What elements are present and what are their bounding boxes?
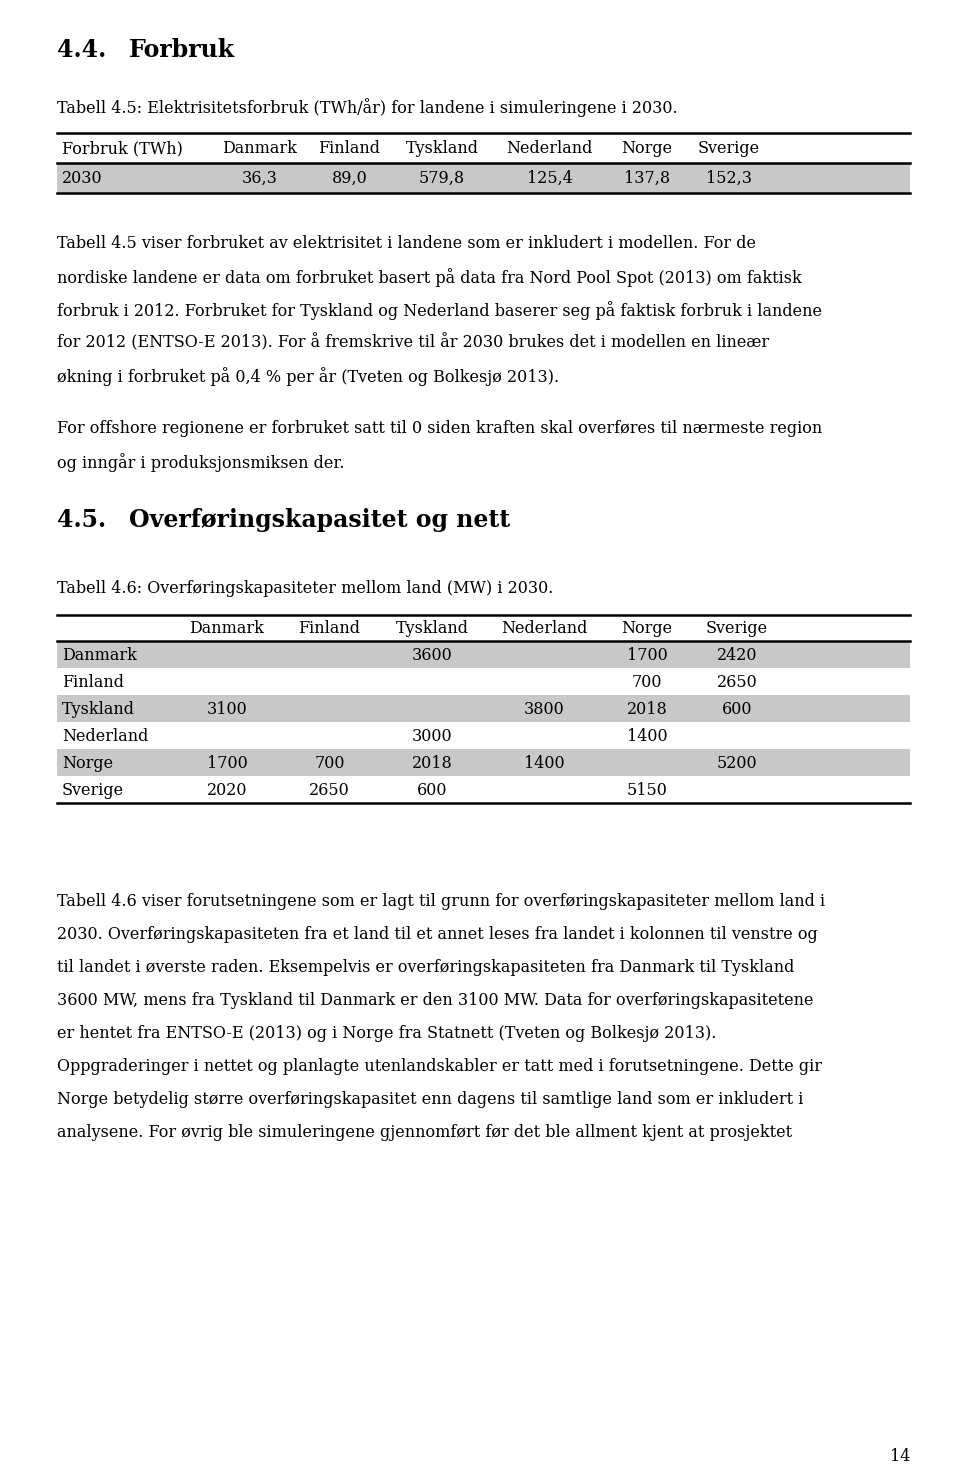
Bar xyxy=(57,668,910,696)
Text: For offshore regionene er forbruket satt til 0 siden kraften skal overføres til : For offshore regionene er forbruket satt… xyxy=(57,420,823,436)
Text: 2650: 2650 xyxy=(309,783,349,799)
Text: 3600: 3600 xyxy=(412,647,452,663)
Text: 137,8: 137,8 xyxy=(624,170,670,187)
Text: Nederland: Nederland xyxy=(506,140,592,158)
Text: 2018: 2018 xyxy=(412,755,452,772)
Text: Tabell 4.5 viser forbruket av elektrisitet i landene som er inkludert i modellen: Tabell 4.5 viser forbruket av elektrisit… xyxy=(57,234,756,252)
Text: Norge: Norge xyxy=(62,755,113,772)
Text: 125,4: 125,4 xyxy=(527,170,572,187)
Text: for 2012 (ENTSO-E 2013). For å fremskrive til år 2030 brukes det i modellen en l: for 2012 (ENTSO-E 2013). For å fremskriv… xyxy=(57,335,769,351)
Text: Oppgraderinger i nettet og planlagte utenlandskabler er tatt med i forutsetninge: Oppgraderinger i nettet og planlagte ute… xyxy=(57,1058,822,1075)
Text: Tabell 4.5: Elektrisitetsforbruk (TWh/år) for landene i simuleringene i 2030.: Tabell 4.5: Elektrisitetsforbruk (TWh/år… xyxy=(57,97,678,116)
Text: og inngår i produksjonsmiksen der.: og inngår i produksjonsmiksen der. xyxy=(57,453,345,472)
Text: 36,3: 36,3 xyxy=(242,170,277,187)
Text: er hentet fra ENTSO-E (2013) og i Norge fra Statnett (Tveten og Bolkesjø 2013).: er hentet fra ENTSO-E (2013) og i Norge … xyxy=(57,1024,716,1042)
Text: Norge betydelig større overføringskapasitet enn dagens til samtlige land som er : Norge betydelig større overføringskapasi… xyxy=(57,1091,804,1108)
Bar xyxy=(57,641,910,668)
Text: 89,0: 89,0 xyxy=(331,170,368,187)
Text: 2030: 2030 xyxy=(62,170,103,187)
Text: 1400: 1400 xyxy=(627,728,667,744)
Bar xyxy=(57,722,910,749)
Text: 1700: 1700 xyxy=(627,647,667,663)
Text: 600: 600 xyxy=(722,702,753,718)
Text: Tyskland: Tyskland xyxy=(396,621,468,637)
Text: Overføringskapasitet og nett: Overføringskapasitet og nett xyxy=(129,509,510,532)
Bar xyxy=(57,696,910,722)
Text: Forbruk (TWh): Forbruk (TWh) xyxy=(62,140,182,158)
Text: Nederland: Nederland xyxy=(62,728,149,744)
Text: 2420: 2420 xyxy=(717,647,757,663)
Text: 2018: 2018 xyxy=(627,702,667,718)
Text: Norge: Norge xyxy=(621,140,673,158)
Text: 5150: 5150 xyxy=(627,783,667,799)
Text: Forbruk: Forbruk xyxy=(129,38,235,62)
Text: Tyskland: Tyskland xyxy=(62,702,135,718)
Text: 700: 700 xyxy=(632,674,662,691)
Text: 4.5.: 4.5. xyxy=(57,509,107,532)
Text: 600: 600 xyxy=(417,783,447,799)
Text: analysene. For øvrig ble simuleringene gjennomført før det ble allment kjent at : analysene. For øvrig ble simuleringene g… xyxy=(57,1125,792,1141)
Text: forbruk i 2012. Forbruket for Tyskland og Nederland baserer seg på faktisk forbr: forbruk i 2012. Forbruket for Tyskland o… xyxy=(57,301,822,320)
Text: 2020: 2020 xyxy=(206,783,248,799)
Text: Norge: Norge xyxy=(621,621,673,637)
Text: 579,8: 579,8 xyxy=(419,170,465,187)
Text: 1700: 1700 xyxy=(206,755,248,772)
Text: 14: 14 xyxy=(890,1447,910,1465)
Bar xyxy=(57,775,910,803)
Text: Tabell 4.6 viser forutsetningene som er lagt til grunn for overføringskapasitete: Tabell 4.6 viser forutsetningene som er … xyxy=(57,893,826,909)
Text: 700: 700 xyxy=(314,755,345,772)
Bar xyxy=(57,749,910,775)
Text: Sverige: Sverige xyxy=(706,621,768,637)
Text: 3600 MW, mens fra Tyskland til Danmark er den 3100 MW. Data for overføringskapas: 3600 MW, mens fra Tyskland til Danmark e… xyxy=(57,992,813,1010)
Text: Danmark: Danmark xyxy=(189,621,264,637)
Text: økning i forbruket på 0,4 % per år (Tveten og Bolkesjø 2013).: økning i forbruket på 0,4 % per år (Tvet… xyxy=(57,367,559,386)
Text: Nederland: Nederland xyxy=(501,621,588,637)
Text: til landet i øverste raden. Eksempelvis er overføringskapasiteten fra Danmark ti: til landet i øverste raden. Eksempelvis … xyxy=(57,960,794,976)
Text: nordiske landene er data om forbruket basert på data fra Nord Pool Spot (2013) o: nordiske landene er data om forbruket ba… xyxy=(57,268,802,287)
Text: Tabell 4.6: Overføringskapasiteter mellom land (MW) i 2030.: Tabell 4.6: Overføringskapasiteter mello… xyxy=(57,579,553,597)
Text: 5200: 5200 xyxy=(717,755,757,772)
Text: Sverige: Sverige xyxy=(62,783,124,799)
Text: Danmark: Danmark xyxy=(62,647,137,663)
Text: 2650: 2650 xyxy=(716,674,757,691)
Bar xyxy=(57,164,910,193)
Text: Sverige: Sverige xyxy=(697,140,759,158)
Text: Danmark: Danmark xyxy=(222,140,297,158)
Text: Finland: Finland xyxy=(319,140,380,158)
Text: Finland: Finland xyxy=(299,621,361,637)
Text: Finland: Finland xyxy=(62,674,124,691)
Text: 1400: 1400 xyxy=(524,755,564,772)
Text: 2030. Overføringskapasiteten fra et land til et annet leses fra landet i kolonne: 2030. Overføringskapasiteten fra et land… xyxy=(57,926,818,943)
Text: 3000: 3000 xyxy=(412,728,452,744)
Text: Tyskland: Tyskland xyxy=(405,140,478,158)
Text: 3800: 3800 xyxy=(524,702,564,718)
Text: 4.4.: 4.4. xyxy=(57,38,107,62)
Text: 152,3: 152,3 xyxy=(706,170,752,187)
Text: 3100: 3100 xyxy=(206,702,248,718)
Bar xyxy=(57,133,910,164)
